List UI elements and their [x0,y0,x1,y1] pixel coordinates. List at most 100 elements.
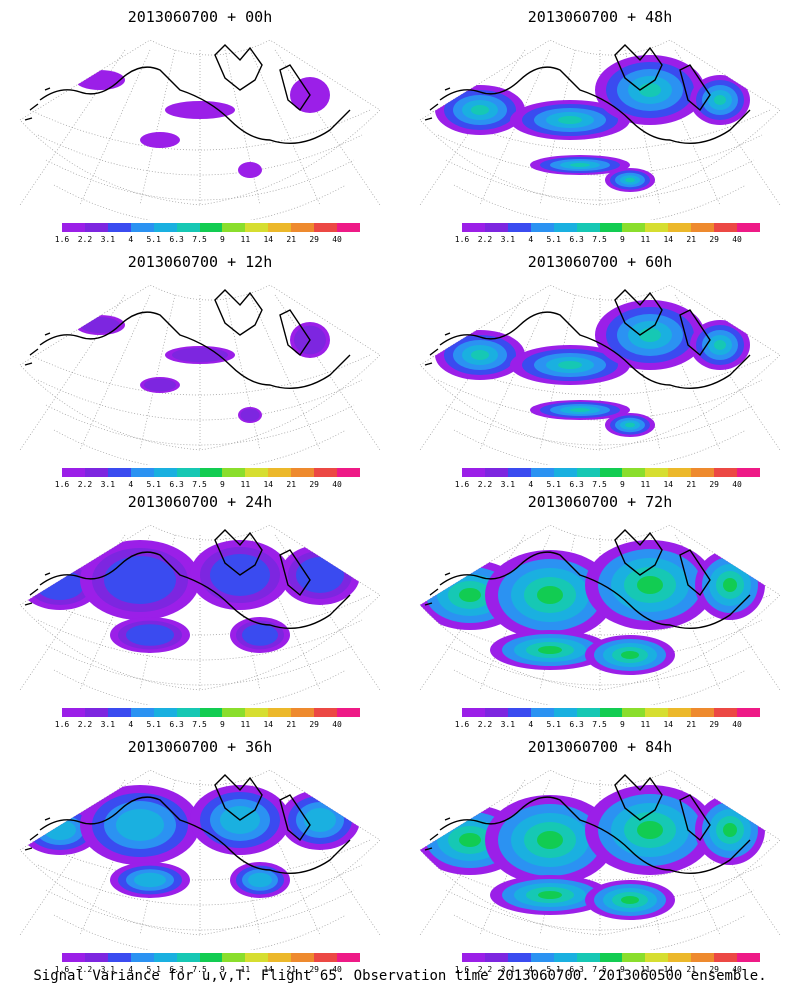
colorbar-swatch [645,468,669,477]
forecast-panel: 2013060700 + 12h 1.6 2.2 3.1 4 5.1 6.3 7.5 9 11 14… [0,245,400,490]
colorbar-tick-label: 29 [709,965,719,974]
forecast-panel: 2013060700 + 36h 1.6 2.2 3.1 4 5.1 6.3 7.5 9 11 14… [0,730,400,975]
polar-map [419,39,781,220]
variance-blob [140,132,180,148]
colorbar-tick-label: 5.1 [146,235,161,244]
polar-map [419,284,781,465]
colorbar-swatch [199,708,223,717]
variance-core [714,95,726,105]
colorbar-swatch [268,468,292,477]
variance-blob [165,101,235,119]
colorbar-tick-label: 7.5 [592,235,607,244]
forecast-panel: 2013060700 + 24h 1.6 2.2 3.1 4 5.1 6.3 7.5 9 11 14… [0,485,400,730]
colorbar-tick-label: 6.3 [569,235,584,244]
colorbar-tick-label: 9 [620,480,625,489]
colorbar-swatch [576,468,600,477]
colorbar-tick-label: 29 [309,720,319,729]
colorbar-swatch [130,468,154,477]
colorbar-tick-label: 11 [240,235,251,244]
variance-core [459,588,481,602]
variance-field [420,540,765,675]
colorbar-tick-label: 40 [332,965,342,974]
colorbar-tick-label: 11 [640,480,651,489]
colorbar-swatch [553,223,577,232]
colorbar-swatch [222,468,246,477]
coastline [24,44,351,145]
colorbar-tick-label: 11 [640,720,651,729]
colorbar-swatch [553,953,577,962]
forecast-panel: 2013060700 + 60h 1.6 2.2 3.1 4 5.1 6.3 7.5 9 11 14… [400,245,800,490]
variance-core [44,820,76,840]
colorbar-swatch [84,223,108,232]
colorbar-swatch [691,468,715,477]
colorbar-tick-label: 14 [663,965,674,974]
colorbar-tick-label: 29 [309,965,319,974]
colorbar-swatch [530,223,554,232]
colorbar-tick-label: 21 [286,965,297,974]
variance-core [537,586,563,604]
colorbar-swatch [314,223,338,232]
figure-caption: Signal Variance for u,v,T. Flight 65. Ob… [33,968,767,984]
colorbar-tick-label: 5.1 [146,720,161,729]
forecast-panel: 2013060700 + 84h 1.6 2.2 3.1 4 5.1 6.3 7.5 9 11 14… [400,730,800,975]
colorbar-swatch [153,953,177,962]
colorbar-swatch [153,223,177,232]
variance-core [304,808,336,832]
colorbar-tick-label: 9 [220,720,225,729]
colorbar [462,953,760,962]
colorbar-tick-label: 6.3 [569,480,584,489]
colorbar [62,953,360,962]
colorbar-swatch [507,708,531,717]
variance-core [134,872,166,888]
colorbar-tick-label: 40 [732,480,742,489]
colorbar-tick-label: 14 [263,235,274,244]
colorbar-swatch [462,468,485,477]
colorbar-swatch [462,223,485,232]
colorbar-tick-label: 2.2 [77,720,93,729]
variance-core [570,408,590,412]
colorbar-swatch [62,708,85,717]
colorbar-swatch [130,708,154,717]
colorbar-tick-label: 6.3 [169,965,184,974]
colorbar-swatch [337,223,360,232]
polar-map [19,524,381,705]
colorbar-tick-label: 3.1 [100,235,116,244]
colorbar-tick-label: 21 [286,235,297,244]
colorbar-swatch [714,708,738,717]
colorbar-swatch [337,468,360,477]
colorbar-tick-label: 3.1 [500,965,516,974]
variance-core [144,378,176,392]
colorbar-tick-label: 21 [686,480,697,489]
forecast-panel: 2013060700 + 72h 1.6 2.2 3.1 4 5.1 6.3 7.5 9 11 14… [400,485,800,730]
colorbar-swatch [153,708,177,717]
variance-core [621,651,639,659]
colorbar-tick-label: 5.1 [546,235,561,244]
colorbar-tick-label: 7.5 [592,720,607,729]
polar-map [19,39,381,220]
colorbar-tick-label: 4 [128,480,134,489]
colorbar-swatch [291,468,315,477]
colorbar-tick-label: 14 [663,235,674,244]
colorbar-tick-label: 14 [663,720,674,729]
colorbar-tick-label: 14 [263,965,274,974]
colorbar-tick-label: 2.2 [477,235,493,244]
colorbar-swatch [599,708,623,717]
polar-map [419,524,781,705]
colorbar-tick-label: 11 [240,720,251,729]
colorbar-swatch [737,223,760,232]
coastline [424,289,751,390]
colorbar [62,223,360,232]
colorbar-tick-label: 40 [732,720,742,729]
colorbar-swatch [599,953,623,962]
colorbar-swatch [62,223,85,232]
colorbar-swatch [291,223,315,232]
colorbar-swatch [553,468,577,477]
colorbar-tick-label: 11 [240,480,251,489]
colorbar-tick-label: 1.6 [454,480,470,489]
colorbar-tick-label: 4 [128,720,134,729]
colorbar-tick-label: 3.1 [100,480,116,489]
colorbar-swatch [691,953,715,962]
colorbar-tick-label: 4 [128,235,134,244]
colorbar-tick-label: 40 [332,235,342,244]
colorbar [462,708,760,717]
